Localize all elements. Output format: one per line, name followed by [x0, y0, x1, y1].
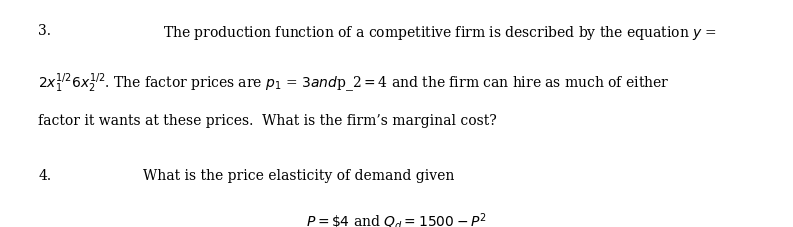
Text: $P = \$4$ and $Q_d = 1500 - P^2$: $P = \$4$ and $Q_d = 1500 - P^2$: [306, 210, 487, 227]
Text: factor it wants at these prices.  What is the firm’s marginal cost?: factor it wants at these prices. What is…: [38, 114, 496, 127]
Text: 3.: 3.: [38, 24, 51, 38]
Text: The production function of a competitive firm is described by the equation $y$ =: The production function of a competitive…: [163, 24, 717, 42]
Text: 4.: 4.: [38, 168, 52, 182]
Text: $2x_1^{1/2}6x_2^{1/2}$. The factor prices are $p_1$ = $3 and $p_2$ = $4 and the : $2x_1^{1/2}6x_2^{1/2}$. The factor price…: [38, 72, 669, 94]
Text: What is the price elasticity of demand given: What is the price elasticity of demand g…: [143, 168, 454, 182]
